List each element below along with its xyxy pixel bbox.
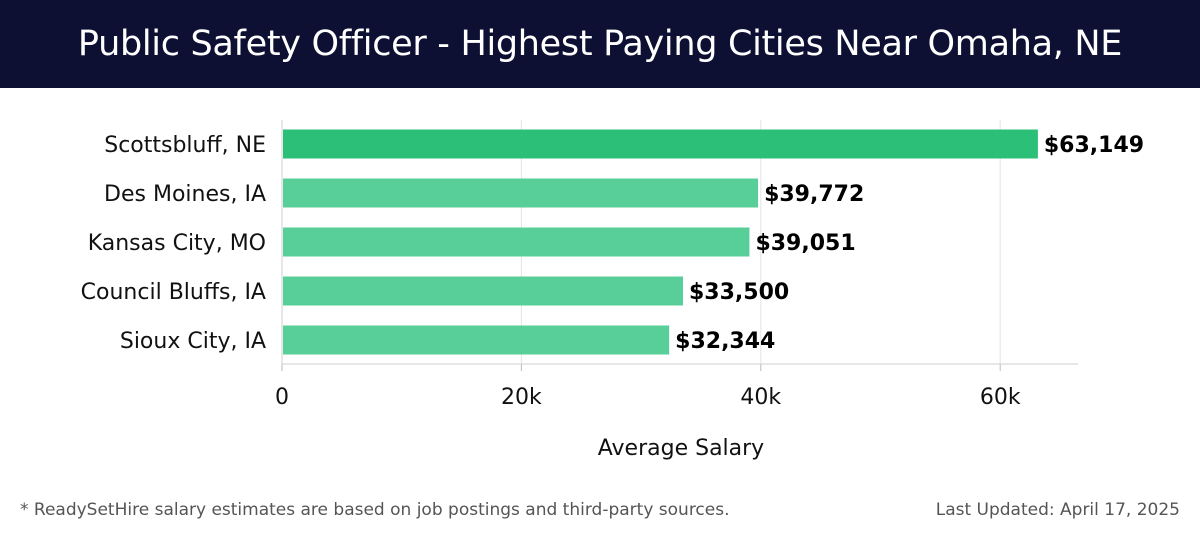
x-tick-label: 40k	[740, 385, 781, 410]
bar	[283, 227, 750, 257]
last-updated: Last Updated: April 17, 2025	[935, 500, 1180, 520]
category-label: Scottsbluff, NE	[104, 133, 266, 158]
x-axis-label: Average Salary	[598, 436, 764, 461]
x-tick-label: 60k	[980, 385, 1021, 410]
chart-header: Public Safety Officer - Highest Paying C…	[0, 0, 1200, 88]
category-label: Council Bluffs, IA	[81, 280, 266, 305]
x-tick-label: 0	[275, 385, 289, 410]
chart-title: Public Safety Officer - Highest Paying C…	[77, 24, 1123, 64]
category-label: Kansas City, MO	[88, 231, 266, 256]
bar-value-label: $39,051	[755, 231, 855, 256]
bar	[283, 178, 759, 208]
axes: 0 20k 40k 60k Scottsbluff, NE $63,149 Des Moin…	[81, 120, 1144, 410]
bar	[283, 276, 683, 306]
bar-chart: 0 20k 40k 60k Scottsbluff, NE $63,149 Des Moin…	[81, 120, 1144, 461]
bar-value-label: $63,149	[1044, 133, 1144, 158]
bar	[283, 325, 670, 355]
bar-value-label: $32,344	[675, 329, 775, 354]
footnote: * ReadySetHire salary estimates are base…	[20, 500, 730, 520]
category-label: Sioux City, IA	[120, 329, 266, 354]
x-tick-label: 20k	[501, 385, 542, 410]
bar	[283, 129, 1038, 159]
bar-value-label: $33,500	[689, 280, 789, 305]
bars	[283, 129, 1038, 355]
bar-value-label: $39,772	[764, 182, 864, 207]
category-label: Des Moines, IA	[104, 182, 266, 207]
